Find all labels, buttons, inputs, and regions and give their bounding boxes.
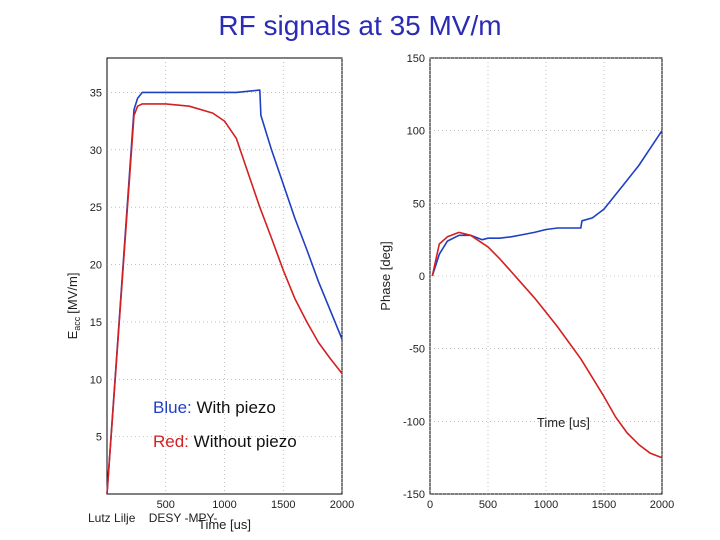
x-tick-label: 0: [427, 499, 433, 511]
y-tick-label: -100: [403, 416, 425, 428]
y-tick-label: 50: [413, 198, 425, 210]
y-tick-label: -150: [403, 489, 425, 501]
series-with-piezo-line-0: [106, 89, 343, 495]
y-tick-label: 100: [407, 126, 425, 138]
legend-red: Red: Without piezo: [153, 431, 303, 453]
y-tick-label: 15: [90, 317, 102, 329]
series-without-piezo-line-0: [106, 103, 343, 495]
y-axis-label-sub: acc: [72, 316, 82, 331]
slide-title: RF signals at 35 MV/m: [218, 10, 502, 41]
y-axis-label-unit: [MV/m]: [65, 273, 80, 314]
x-tick-label: 500: [479, 499, 497, 511]
x-axis-label: Time [us]: [537, 415, 590, 430]
eacc-chart: 5 10 15 20 25 30 35 500 1000 1500 2000 Eacc [MV/m] Ti…: [65, 57, 354, 532]
x-tick-label: 2000: [650, 499, 674, 511]
footer-org: DESY -MPY-: [148, 511, 218, 525]
footer-author: Lutz Lilje: [88, 511, 136, 525]
y-tick-label: 35: [90, 87, 102, 99]
y-tick-label: 0: [419, 271, 425, 283]
series-without-piezo-line-1: [431, 231, 663, 459]
footer: Lutz Lilje DESY -MPY-: [88, 511, 217, 525]
x-tick-label: 2000: [330, 499, 354, 511]
y-tick-label: 25: [90, 202, 102, 214]
plot-frame-0: [106, 57, 343, 495]
y-axis-label: Eacc [MV/m]: [65, 273, 82, 340]
y-tick-label: 20: [90, 260, 102, 272]
x-axis-label: Time [us]: [198, 517, 251, 532]
y-tick-label: 10: [90, 374, 102, 386]
x-tick-label: 1500: [271, 499, 295, 511]
legend-red-text: Without piezo: [193, 432, 297, 451]
legend-blue-keyword: Blue:: [153, 398, 192, 417]
legend-blue-text: With piezo: [196, 398, 276, 417]
series-with-piezo-line-1: [431, 130, 663, 277]
x-tick-label: 1000: [212, 499, 236, 511]
y-tick-label: 5: [96, 432, 102, 444]
x-tick-label: 500: [157, 499, 175, 511]
y-axis-label: Phase [deg]: [378, 241, 393, 310]
x-tick-label: 1000: [534, 499, 558, 511]
x-tick-label: 1500: [592, 499, 616, 511]
y-tick-label: 150: [407, 53, 425, 65]
y-tick-label: -50: [409, 344, 425, 356]
legend-blue: Blue: With piezo: [153, 397, 276, 419]
y-tick-label: 30: [90, 145, 102, 157]
y-axis-label-main: E: [65, 330, 80, 339]
legend-red-keyword: Red:: [153, 432, 189, 451]
